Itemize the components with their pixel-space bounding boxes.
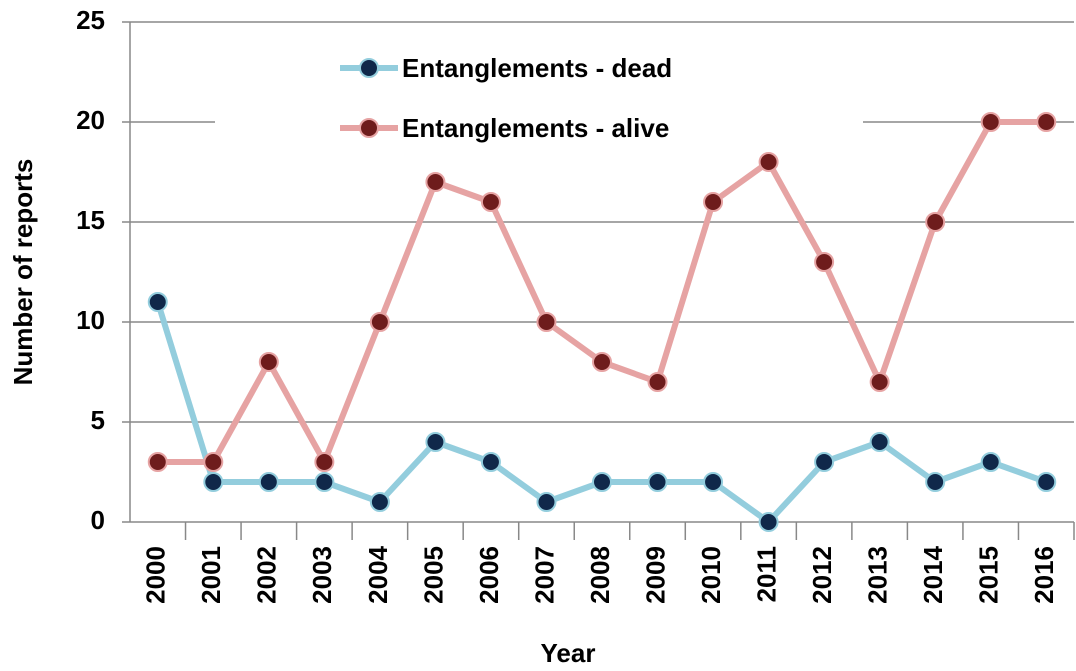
x-tick-label: 2015 (974, 546, 1004, 604)
marker (536, 492, 557, 512)
legend-box (215, 40, 863, 152)
x-tick-label: 2013 (863, 546, 893, 604)
x-tick-label: 2003 (307, 546, 337, 604)
x-tick-label: 2014 (918, 545, 948, 603)
y-tick-label: 10 (76, 305, 105, 335)
marker (203, 452, 224, 472)
y-tick-label: 25 (76, 5, 105, 35)
marker (369, 312, 390, 332)
marker (258, 472, 279, 492)
marker (703, 472, 724, 492)
y-tick-label: 20 (76, 105, 105, 135)
marker (925, 212, 946, 232)
x-tick-label: 2012 (807, 546, 837, 604)
y-tick-label: 15 (76, 205, 105, 235)
marker (925, 472, 946, 492)
marker (814, 452, 835, 472)
marker (480, 192, 501, 212)
marker (369, 492, 390, 512)
legend-label: Entanglements - alive (402, 113, 669, 143)
x-tick-label: 2011 (751, 546, 781, 602)
marker (592, 472, 612, 492)
marker (536, 312, 557, 332)
x-tick-label: 2007 (529, 546, 559, 604)
legend-marker (359, 58, 379, 78)
x-axis-label: Year (541, 638, 596, 668)
marker (147, 452, 168, 472)
marker (258, 352, 279, 372)
series-line (157, 119, 1047, 465)
marker (869, 432, 890, 452)
marker (814, 252, 835, 272)
y-tick-label: 5 (91, 405, 105, 435)
x-tick-label: 2006 (474, 546, 504, 604)
x-tick-label: 2009 (640, 546, 670, 604)
x-tick-label: 2016 (1029, 546, 1059, 604)
y-axis-label: Number of reports (8, 159, 38, 386)
marker (869, 372, 890, 392)
marker (980, 112, 1001, 132)
marker (758, 152, 779, 172)
marker (1036, 472, 1057, 492)
marker (147, 292, 168, 312)
marker (980, 452, 1001, 472)
marker (314, 452, 335, 472)
x-tick-label: 2010 (696, 546, 726, 604)
x-tick-label: 2002 (252, 546, 282, 604)
marker (647, 472, 668, 492)
marker (1036, 112, 1057, 132)
legend-marker (359, 118, 379, 138)
marker (203, 472, 224, 492)
y-tick-label: 0 (91, 505, 105, 535)
x-tick-label: 2000 (141, 546, 171, 604)
marker (425, 172, 446, 192)
marker (758, 512, 779, 532)
x-tick-label: 2004 (363, 545, 393, 603)
x-tick-label: 2008 (585, 546, 615, 604)
marker (314, 472, 335, 492)
legend-label: Entanglements - dead (402, 53, 672, 83)
marker (425, 432, 446, 452)
marker (480, 452, 501, 472)
marker (703, 192, 724, 212)
x-tick-label: 2001 (196, 546, 226, 604)
marker (592, 352, 612, 372)
marker (647, 372, 668, 392)
x-tick-label: 2005 (418, 546, 448, 604)
